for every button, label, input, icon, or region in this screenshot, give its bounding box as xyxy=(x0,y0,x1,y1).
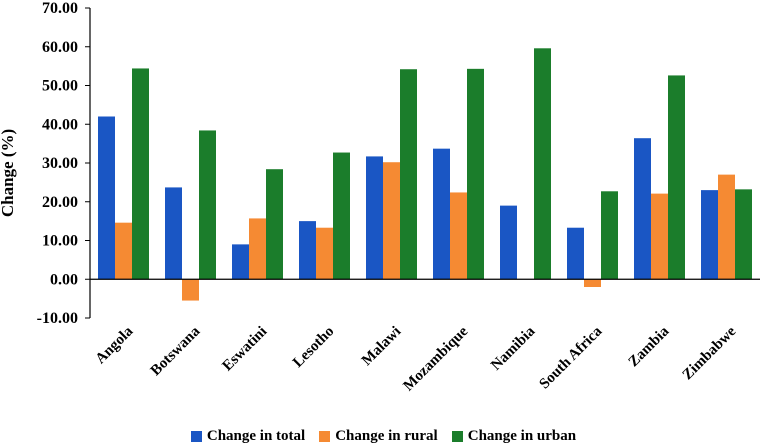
bar-botswana-total xyxy=(165,187,182,280)
y-tick-label: 70.00 xyxy=(42,0,78,17)
bar-mozambique-total xyxy=(433,148,450,280)
bar-eswatini-rural xyxy=(249,218,266,280)
bar-zimbabwe-total xyxy=(701,190,718,280)
legend-label-total: Change in total xyxy=(206,428,306,444)
legend-swatch-total xyxy=(190,431,202,442)
x-tick-label: Botswana xyxy=(148,323,204,379)
legend-swatch-urban xyxy=(451,431,463,442)
legend-label-urban: Change in urban xyxy=(467,428,577,444)
bar-namibia-urban xyxy=(534,48,551,280)
legend-label-rural: Change in rural xyxy=(335,428,438,444)
y-tick-label: 10.00 xyxy=(42,233,78,250)
bar-zambia-rural xyxy=(651,193,668,280)
y-tick-label: 60.00 xyxy=(42,39,78,56)
bar-mozambique-rural xyxy=(450,192,467,280)
x-tick-label: Angola xyxy=(93,323,137,367)
bar-malawi-total xyxy=(366,156,383,280)
bar-eswatini-urban xyxy=(266,169,283,280)
bar-mozambique-urban xyxy=(467,68,484,280)
bar-botswana-rural xyxy=(182,279,199,301)
legend-item-urban: Change in urban xyxy=(451,428,577,445)
bar-eswatini-total xyxy=(232,244,249,280)
bar-zambia-total xyxy=(634,138,651,280)
legend-swatch-rural xyxy=(319,431,331,442)
x-tick-label: Zimbabwe xyxy=(680,323,740,383)
bar-zambia-urban xyxy=(668,75,685,280)
bar-namibia-total xyxy=(500,205,517,280)
bar-malawi-urban xyxy=(400,69,417,280)
bar-angola-rural xyxy=(115,222,132,280)
bars xyxy=(98,48,752,301)
y-tick-label: 30.00 xyxy=(42,155,78,172)
legend: Change in total Change in rural Change i… xyxy=(0,428,767,445)
x-tick-label: Eswatini xyxy=(220,324,271,375)
y-axis-label: Change (%) xyxy=(0,129,17,217)
legend-item-rural: Change in rural xyxy=(319,428,438,445)
bar-lesotho-rural xyxy=(316,227,333,280)
y-tick-label: 50.00 xyxy=(42,78,78,95)
bar-zimbabwe-urban xyxy=(735,189,752,280)
y-tick-label: 0.00 xyxy=(50,271,78,288)
bar-angola-urban xyxy=(132,68,149,280)
bar-botswana-urban xyxy=(199,130,216,280)
bar-zimbabwe-rural xyxy=(718,174,735,280)
x-tick-label: Namibia xyxy=(488,323,539,374)
x-tick-label: Malawi xyxy=(359,324,404,369)
bar-malawi-rural xyxy=(383,162,400,280)
y-tick-label: 20.00 xyxy=(42,194,78,211)
bar-south-africa-total xyxy=(567,227,584,280)
x-tick-label: South Africa xyxy=(537,323,606,392)
y-tick-label: 40.00 xyxy=(42,116,78,133)
y-tick-label: -10.00 xyxy=(37,310,78,327)
y-axis: -10.00 0.00 10.00 20.00 30.00 40.00 50.00 60.00… xyxy=(37,0,91,327)
x-tick-label: Lesotho xyxy=(290,324,337,371)
x-tick-label: Mozambique xyxy=(400,323,471,394)
bar-lesotho-urban xyxy=(333,152,350,280)
bar-lesotho-total xyxy=(299,221,316,280)
legend-item-total: Change in total xyxy=(190,428,306,445)
bar-angola-total xyxy=(98,116,115,280)
x-tick-label: Zambia xyxy=(626,323,673,370)
bar-south-africa-rural xyxy=(584,279,601,287)
bar-south-africa-urban xyxy=(601,191,618,280)
